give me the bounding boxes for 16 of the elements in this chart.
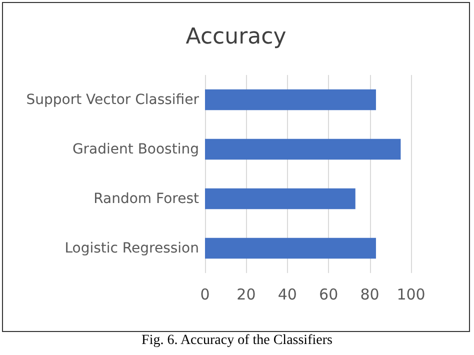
y-tick-label: Support Vector Classifier xyxy=(26,92,200,108)
bar xyxy=(205,238,376,259)
x-tick-label: 60 xyxy=(319,286,338,304)
y-tick-label: Gradient Boosting xyxy=(72,141,199,158)
x-tick-label: 40 xyxy=(278,286,297,304)
y-tick-label: Random Forest xyxy=(94,190,200,207)
bar xyxy=(205,89,376,110)
x-tick-label: 80 xyxy=(360,286,380,304)
x-tick-label: 100 xyxy=(396,286,426,304)
x-tick-label: 20 xyxy=(236,286,256,304)
x-tick-label: 0 xyxy=(200,286,210,304)
caption: Fig. 6. Accuracy of the Classifiers xyxy=(140,333,334,349)
y-tick-label: Logistic Regression xyxy=(64,240,199,256)
bar xyxy=(205,138,401,160)
bar xyxy=(205,188,356,210)
chart-title: Accuracy xyxy=(186,24,286,50)
